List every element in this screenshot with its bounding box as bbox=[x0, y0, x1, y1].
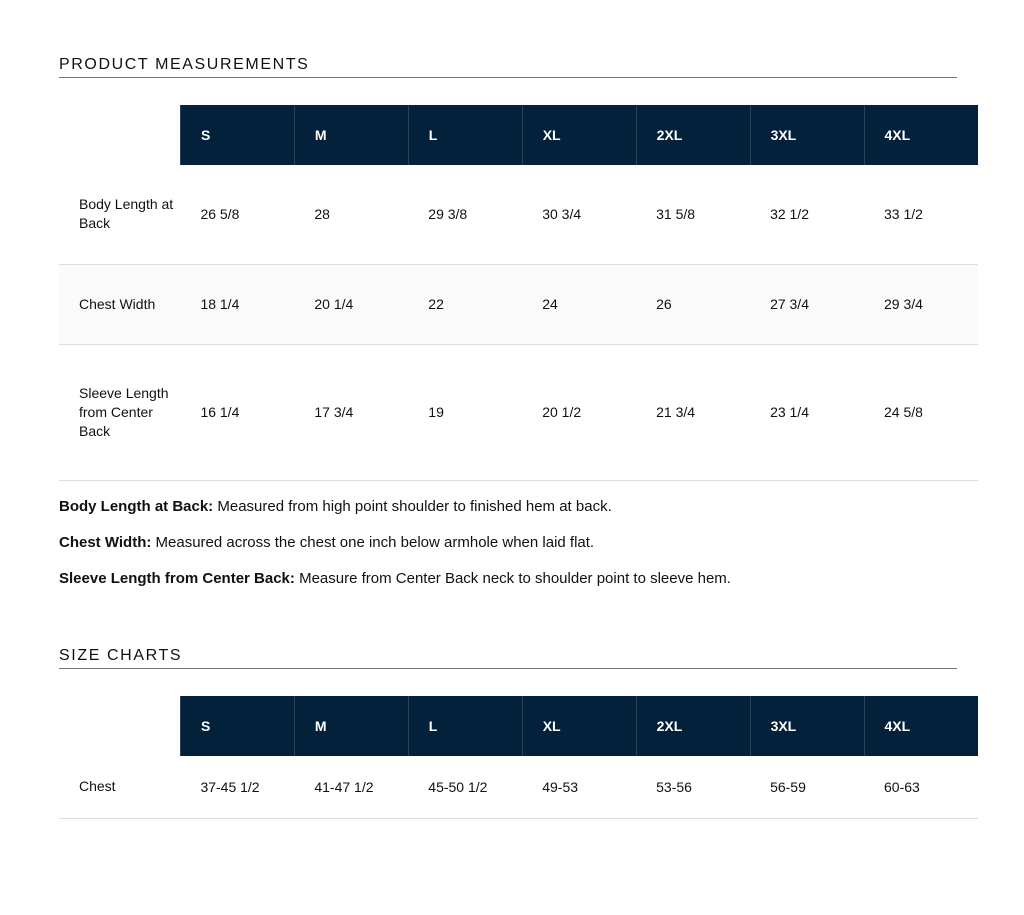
measurement-notes: Body Length at Back: Measured from high … bbox=[59, 498, 731, 606]
table-cell: 53-56 bbox=[636, 756, 751, 819]
size-header: S bbox=[179, 105, 295, 165]
note: Sleeve Length from Center Back: Measure … bbox=[59, 570, 731, 587]
size-header: S bbox=[179, 696, 295, 756]
table-cell: 41-47 1/2 bbox=[294, 756, 409, 819]
table-cell: 30 3/4 bbox=[522, 165, 637, 265]
table-cell: 20 1/4 bbox=[294, 264, 409, 345]
table-cell: 19 bbox=[408, 344, 523, 481]
size-charts-title: SIZE CHARTS bbox=[59, 647, 957, 669]
table-row: Chest 37-45 1/2 41-47 1/2 45-50 1/2 49-53 53-… bbox=[59, 756, 978, 819]
table-cell: 16 1/4 bbox=[180, 344, 295, 481]
table-cell: 45-50 1/2 bbox=[408, 756, 523, 819]
note-text: Measure from Center Back neck to shoulde… bbox=[294, 570, 731, 587]
row-label: Chest bbox=[59, 756, 181, 819]
table-cell: 29 3/4 bbox=[864, 264, 978, 345]
table-cell: 24 bbox=[522, 264, 637, 345]
table-cell: 32 1/2 bbox=[750, 165, 864, 265]
row-label: Sleeve Length from Center Back bbox=[59, 344, 181, 481]
table-cell: 24 5/8 bbox=[864, 344, 978, 481]
size-header: M bbox=[293, 696, 409, 756]
size-header: L bbox=[407, 105, 523, 165]
row-label: Chest Width bbox=[59, 264, 181, 345]
table-cell: 17 3/4 bbox=[294, 344, 409, 481]
table-cell: 20 1/2 bbox=[522, 344, 637, 481]
table-cell: 60-63 bbox=[864, 756, 978, 819]
size-header: 4XL bbox=[863, 696, 978, 756]
table-cell: 23 1/4 bbox=[750, 344, 864, 481]
table-cell: 49-53 bbox=[522, 756, 637, 819]
table-cell: 56-59 bbox=[750, 756, 864, 819]
size-header: 3XL bbox=[749, 696, 864, 756]
size-header: 3XL bbox=[749, 105, 864, 165]
table-cell: 37-45 1/2 bbox=[180, 756, 295, 819]
size-header: 4XL bbox=[863, 105, 978, 165]
size-header: XL bbox=[521, 696, 637, 756]
size-header: L bbox=[407, 696, 523, 756]
measurements-table: S M L XL 2XL 3XL 4XL Body Length at Back 26 5/8 2… bbox=[59, 105, 978, 481]
note-text: Measured across the chest one inch below… bbox=[151, 534, 595, 551]
row-label: Body Length at Back bbox=[59, 165, 181, 265]
table-cell: 27 3/4 bbox=[750, 264, 864, 345]
note: Body Length at Back: Measured from high … bbox=[59, 498, 731, 515]
table-cell: 29 3/8 bbox=[408, 165, 523, 265]
table-cell: 33 1/2 bbox=[864, 165, 978, 265]
table-row: Sleeve Length from Center Back 16 1/4 17 3… bbox=[59, 344, 978, 481]
size-chart-table: S M L XL 2XL 3XL 4XL Chest 37-45 1/2 41-47 1/2 45-… bbox=[59, 696, 978, 819]
header-row: S M L XL 2XL 3XL 4XL bbox=[59, 105, 978, 165]
note: Chest Width: Measured across the chest o… bbox=[59, 534, 731, 551]
size-header: XL bbox=[521, 105, 637, 165]
product-measurements-title: PRODUCT MEASUREMENTS bbox=[59, 56, 957, 78]
note-text: Measured from high point shoulder to fin… bbox=[213, 498, 612, 515]
table-cell: 21 3/4 bbox=[636, 344, 751, 481]
note-term: Chest Width: bbox=[59, 534, 152, 551]
note-term: Body Length at Back: bbox=[59, 498, 214, 515]
table-cell: 18 1/4 bbox=[180, 264, 295, 345]
table-cell: 26 5/8 bbox=[180, 165, 295, 265]
table-cell: 28 bbox=[294, 165, 409, 265]
size-header: M bbox=[293, 105, 409, 165]
size-header: 2XL bbox=[635, 696, 751, 756]
table-cell: 22 bbox=[408, 264, 523, 345]
table-row: Body Length at Back 26 5/8 28 29 3/8 30 3/4 3… bbox=[59, 165, 978, 265]
header-row: S M L XL 2XL 3XL 4XL bbox=[59, 696, 978, 756]
table-row: Chest Width 18 1/4 20 1/4 22 24 26 27 3/4 29 3/… bbox=[59, 264, 978, 345]
table-cell: 26 bbox=[636, 264, 751, 345]
note-term: Sleeve Length from Center Back: bbox=[59, 570, 295, 587]
size-header: 2XL bbox=[635, 105, 751, 165]
table-cell: 31 5/8 bbox=[636, 165, 751, 265]
